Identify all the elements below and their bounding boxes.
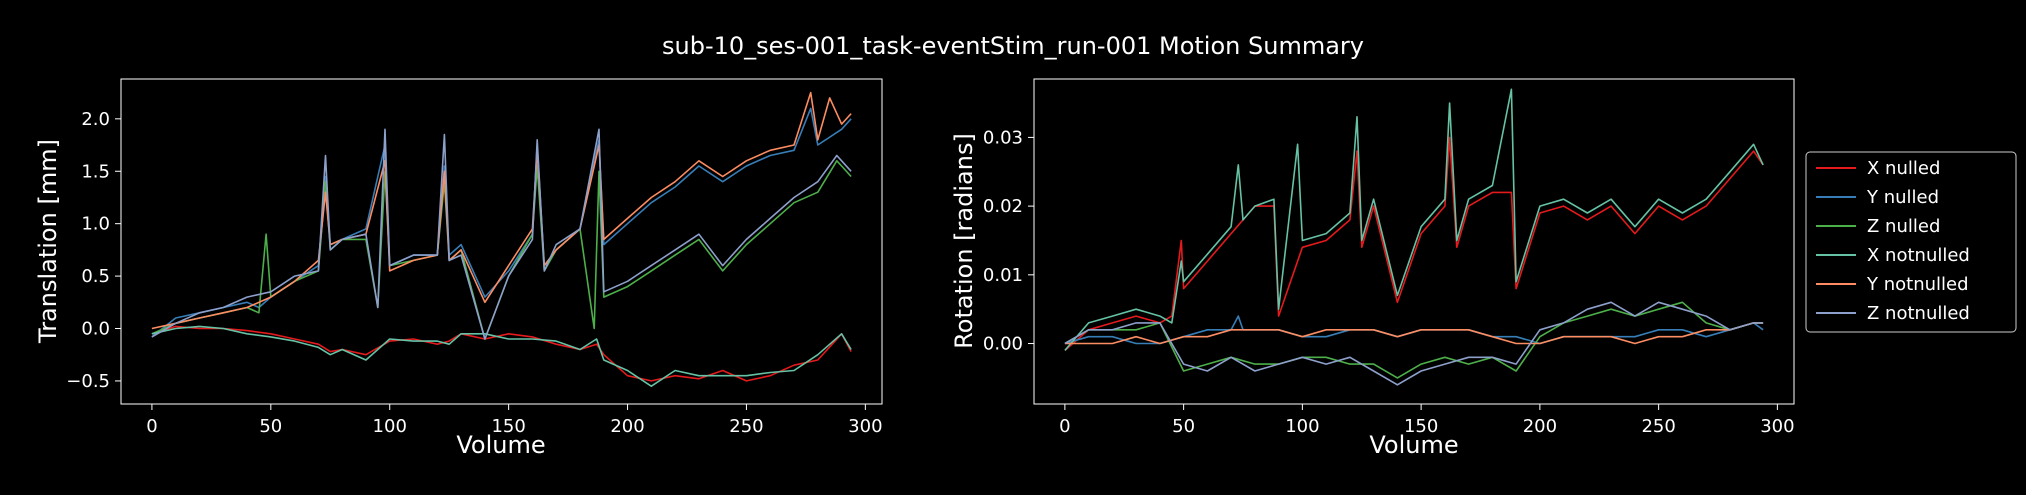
legend: X nulled Y nulled Z nulled X notnulled Y not… <box>1805 151 2017 333</box>
rotation-ytick-label: 0.03 <box>983 127 1023 148</box>
legend-label-x-notnulled: X notnulled <box>1867 245 1970 266</box>
translation-xtick-label: 100 <box>373 416 407 437</box>
legend-items: X nulled Y nulled Z nulled X notnulled Y not… <box>1816 158 1970 324</box>
rotation-xtick-label: 100 <box>1285 416 1319 437</box>
translation-xtick-label: 0 <box>146 416 157 437</box>
rotation-xtick-label: 250 <box>1641 416 1675 437</box>
legend-label-x-nulled: X nulled <box>1867 158 1940 179</box>
translation-xtick-label: 250 <box>729 416 763 437</box>
translation-ytick-label: 1.0 <box>81 214 110 235</box>
translation-ytick-label: 1.5 <box>81 161 110 182</box>
rotation-xtick-label: 150 <box>1404 416 1438 437</box>
translation-ytick-label: 2.0 <box>81 109 110 130</box>
legend-label-z-notnulled: Z notnulled <box>1867 303 1970 324</box>
translation-plot-frame <box>120 78 883 405</box>
translation-xtick-label: 300 <box>848 416 882 437</box>
translation-series-z-notnulled <box>151 128 852 340</box>
figure-title: sub-10_ses-001_task-eventStim_run-001 Mo… <box>662 32 1364 60</box>
rotation-yticks: 0.00 0.01 0.02 0.03 <box>983 127 1034 355</box>
rotation-series-layer <box>1064 88 1764 386</box>
rotation-series-x-notnulled <box>1064 88 1764 351</box>
rotation-x-axis-label: Volume <box>1369 431 1458 459</box>
rotation-xticks: 0 50 100 150 200 250 300 <box>1059 404 1795 437</box>
translation-yticks: −0.5 0.0 0.5 1.0 1.5 2.0 <box>66 109 121 392</box>
legend-label-y-notnulled: Y notnulled <box>1866 274 1969 295</box>
translation-ytick-label: −0.5 <box>66 371 110 392</box>
rotation-series-y-notnulled <box>1064 322 1764 345</box>
translation-xtick-label: 150 <box>491 416 525 437</box>
translation-plot: 0 50 100 150 200 250 300 −0.5 0.0 0.5 1.0 1.5 2.0 V… <box>34 78 883 459</box>
rotation-xtick-label: 200 <box>1523 416 1557 437</box>
translation-series-y-notnulled <box>151 91 852 330</box>
translation-series-layer <box>151 91 852 388</box>
rotation-y-axis-label: Rotation [radians] <box>950 133 978 349</box>
rotation-xtick-label: 300 <box>1760 416 1794 437</box>
legend-box <box>1805 151 2017 333</box>
translation-x-axis-label: Volume <box>456 431 545 459</box>
rotation-series-z-notnulled <box>1064 301 1764 386</box>
legend-label-y-nulled: Y nulled <box>1866 187 1939 208</box>
translation-xtick-label: 50 <box>259 416 282 437</box>
rotation-ytick-label: 0.00 <box>983 334 1023 355</box>
rotation-xtick-label: 50 <box>1172 416 1195 437</box>
legend-label-z-nulled: Z nulled <box>1867 216 1940 237</box>
rotation-ytick-label: 0.02 <box>983 196 1023 217</box>
rotation-plot: 0 50 100 150 200 250 300 0.00 0.01 0.02 0.03 Volu… <box>950 78 1795 459</box>
translation-ytick-label: 0.5 <box>81 266 110 287</box>
translation-xtick-label: 200 <box>610 416 644 437</box>
translation-series-x-notnulled <box>151 325 852 388</box>
rotation-xtick-label: 0 <box>1059 416 1070 437</box>
rotation-ytick-label: 0.01 <box>983 265 1023 286</box>
rotation-series-z-nulled <box>1064 301 1764 379</box>
translation-ytick-label: 0.0 <box>81 319 110 340</box>
rotation-plot-frame <box>1033 78 1795 405</box>
translation-y-axis-label: Translation [mm] <box>34 139 62 344</box>
translation-xticks: 0 50 100 150 200 250 300 <box>146 404 883 437</box>
